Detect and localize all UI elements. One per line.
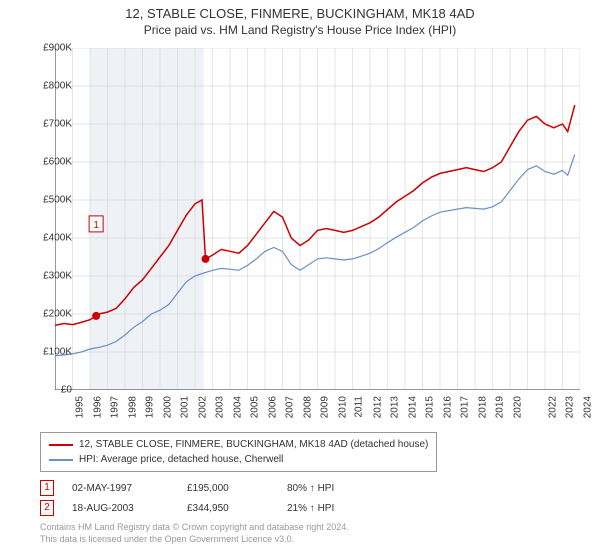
x-tick-label: 2017 (459, 396, 470, 418)
marker-price: £344,950 (187, 503, 287, 514)
marker-row: 2 18-AUG-2003£344,95021% ↑ HPI (40, 498, 387, 518)
x-tick-label: 2002 (197, 396, 208, 418)
x-tick-label: 2010 (337, 396, 348, 418)
legend-item: 12, STABLE CLOSE, FINMERE, BUCKINGHAM, M… (49, 437, 428, 452)
svg-text:1: 1 (93, 220, 99, 231)
x-tick-label: 2013 (389, 396, 400, 418)
x-tick-label: 1997 (109, 396, 120, 418)
x-tick-label: 2012 (372, 396, 383, 418)
x-tick-label: 2023 (564, 396, 575, 418)
marker-date: 02-MAY-1997 (72, 483, 187, 494)
x-tick-label: 1995 (74, 396, 85, 418)
legend-item: HPI: Average price, detached house, Cher… (49, 452, 428, 467)
x-tick-label: 2018 (477, 396, 488, 418)
legend-swatch (49, 444, 73, 446)
x-tick-label: 2011 (354, 396, 365, 418)
x-tick-label: 2006 (267, 396, 278, 418)
y-tick-label: £500K (27, 195, 72, 206)
chart-container: 12, STABLE CLOSE, FINMERE, BUCKINGHAM, M… (0, 0, 600, 560)
y-tick-label: £700K (27, 119, 72, 130)
y-tick-label: £600K (27, 157, 72, 168)
legend-box: 12, STABLE CLOSE, FINMERE, BUCKINGHAM, M… (40, 432, 437, 472)
chart-title-subtitle: Price paid vs. HM Land Registry's House … (0, 21, 600, 37)
x-tick-label: 2015 (424, 396, 435, 418)
marker-date: 18-AUG-2003 (72, 503, 187, 514)
x-tick-label: 2008 (302, 396, 313, 418)
y-tick-label: £100K (27, 347, 72, 358)
footer-line-2: This data is licensed under the Open Gov… (40, 534, 349, 546)
legend-label: HPI: Average price, detached house, Cher… (79, 454, 283, 465)
x-tick-label: 2003 (214, 396, 225, 418)
y-tick-label: £300K (27, 271, 72, 282)
legend-swatch (49, 459, 73, 461)
y-tick-label: £200K (27, 309, 72, 320)
x-tick-label: 2009 (319, 396, 330, 418)
x-tick-label: 2022 (547, 396, 558, 418)
marker-hpi: 80% ↑ HPI (287, 483, 387, 494)
x-tick-label: 2020 (512, 396, 523, 418)
chart-title-address: 12, STABLE CLOSE, FINMERE, BUCKINGHAM, M… (0, 0, 600, 21)
y-tick-label: £400K (27, 233, 72, 244)
marker-hpi: 21% ↑ HPI (287, 503, 387, 514)
x-tick-label: 2024 (582, 396, 593, 418)
marker-price: £195,000 (187, 483, 287, 494)
marker-badge: 1 (40, 480, 54, 496)
x-tick-label: 2014 (407, 396, 418, 418)
x-tick-label: 2007 (284, 396, 295, 418)
x-tick-label: 2000 (162, 396, 173, 418)
chart-svg: 12 (55, 48, 580, 390)
y-tick-label: £800K (27, 81, 72, 92)
chart-plot-area: 12 (55, 48, 580, 390)
marker-table: 1 02-MAY-1997£195,00080% ↑ HPI 2 18-AUG-200… (40, 478, 387, 518)
legend-label: 12, STABLE CLOSE, FINMERE, BUCKINGHAM, M… (79, 439, 428, 450)
y-tick-label: £900K (27, 43, 72, 54)
x-tick-label: 1998 (127, 396, 138, 418)
x-tick-label: 2001 (179, 396, 190, 418)
y-tick-label: £0 (27, 385, 72, 396)
x-tick-label: 2004 (232, 396, 243, 418)
footer-attribution: Contains HM Land Registry data © Crown c… (40, 522, 349, 545)
x-tick-label: 2005 (249, 396, 260, 418)
marker-row: 1 02-MAY-1997£195,00080% ↑ HPI (40, 478, 387, 498)
marker-badge: 2 (40, 500, 54, 516)
footer-line-1: Contains HM Land Registry data © Crown c… (40, 522, 349, 534)
x-tick-label: 2016 (442, 396, 453, 418)
x-tick-label: 1999 (144, 396, 155, 418)
x-tick-label: 2019 (494, 396, 505, 418)
x-tick-label: 1996 (92, 396, 103, 418)
